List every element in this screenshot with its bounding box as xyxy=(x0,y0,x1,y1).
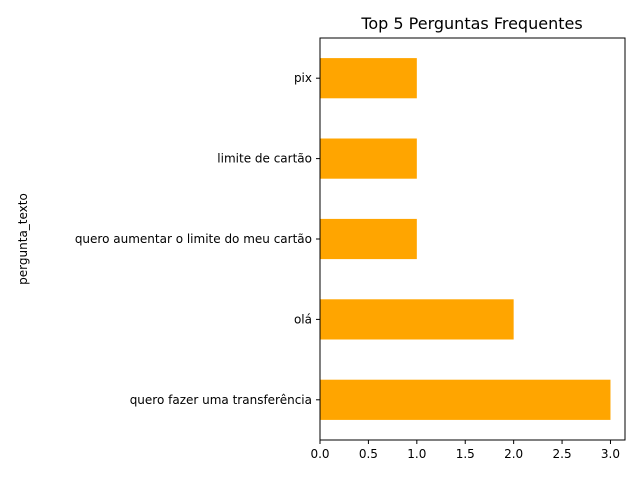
x-tick-label: 0.5 xyxy=(359,447,378,461)
y-axis-ticks: quero fazer uma transferência olá quero au… xyxy=(75,71,320,407)
y-tick-label: limite de cartão xyxy=(217,152,312,166)
bar-3 xyxy=(320,139,417,179)
y-axis-label: pergunta_texto xyxy=(16,193,30,285)
x-tick-label: 1.5 xyxy=(456,447,475,461)
bar-2 xyxy=(320,219,417,259)
x-axis-ticks: 0.0 0.5 1.0 1.5 2.0 2.5 3.0 xyxy=(310,440,620,461)
x-tick-label: 1.0 xyxy=(407,447,426,461)
bars-group xyxy=(320,58,610,420)
y-tick-label: quero aumentar o limite do meu cartão xyxy=(75,232,312,246)
x-tick-label: 2.0 xyxy=(504,447,523,461)
chart-title: Top 5 Perguntas Frequentes xyxy=(360,14,582,33)
y-tick-label: quero fazer uma transferência xyxy=(130,393,312,407)
bar-0 xyxy=(320,380,610,420)
x-tick-label: 3.0 xyxy=(601,447,620,461)
bar-4 xyxy=(320,58,417,98)
y-tick-label: olá xyxy=(294,312,312,326)
x-tick-label: 2.5 xyxy=(553,447,572,461)
bar-1 xyxy=(320,299,514,339)
x-tick-label: 0.0 xyxy=(310,447,329,461)
y-tick-label: pix xyxy=(294,71,312,85)
